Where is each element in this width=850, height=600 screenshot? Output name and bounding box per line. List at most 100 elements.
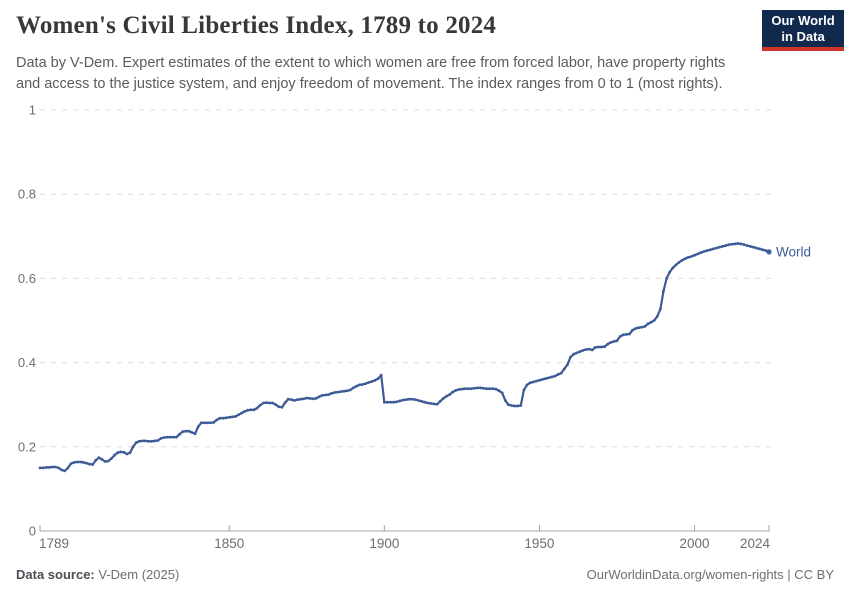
data-point (671, 266, 675, 270)
data-point (631, 328, 634, 332)
x-tick-label: 1850 (214, 536, 244, 551)
data-point (612, 340, 616, 343)
data-point (280, 405, 284, 409)
data-point (66, 466, 70, 470)
page-title: Women's Civil Liberties Index, 1789 to 2… (16, 12, 497, 39)
data-point (609, 341, 613, 344)
data-point (708, 248, 712, 252)
data-point (271, 401, 275, 405)
x-tick-label: 1950 (524, 536, 554, 551)
data-point (593, 346, 597, 349)
data-point (761, 248, 765, 252)
data-point (618, 335, 622, 338)
data-point (373, 378, 377, 382)
data-point (414, 398, 417, 401)
data-point (203, 421, 206, 425)
data-point (510, 404, 513, 407)
data-point (206, 421, 209, 425)
data-point (116, 451, 119, 455)
owid-logo-line1: Our World (771, 13, 835, 28)
x-tick-label: 2024 (740, 536, 771, 551)
data-point (119, 450, 123, 454)
data-point (749, 245, 752, 248)
data-point (355, 384, 358, 388)
data-point (507, 403, 510, 407)
data-source-label: Data source: (16, 567, 95, 582)
data-point (246, 408, 250, 412)
data-point (438, 399, 442, 403)
data-point (324, 393, 327, 397)
data-point (159, 437, 163, 440)
data-point (566, 363, 569, 367)
data-point (637, 326, 641, 330)
data-point (553, 374, 557, 378)
data-point (162, 436, 166, 439)
data-point (44, 466, 48, 469)
data-point (417, 399, 420, 402)
data-point (525, 383, 529, 387)
data-point (141, 439, 144, 443)
data-point (730, 242, 734, 246)
data-point (308, 397, 312, 400)
y-axis-label: 0.2 (18, 439, 36, 454)
data-point (522, 388, 526, 392)
data-point (150, 439, 154, 443)
data-point (196, 425, 200, 428)
data-point (181, 430, 185, 433)
data-point (134, 441, 138, 444)
data-point (665, 277, 668, 280)
data-point (491, 387, 495, 391)
data-point (128, 451, 132, 455)
data-point (293, 399, 296, 402)
data-point (109, 457, 113, 460)
data-point (497, 389, 501, 393)
data-point (476, 386, 479, 390)
data-point (683, 257, 687, 260)
data-point (382, 400, 386, 404)
data-point (330, 391, 333, 395)
data-point (659, 307, 662, 311)
data-point (587, 347, 591, 351)
data-point (327, 393, 330, 396)
data-point (91, 463, 95, 466)
data-point (153, 439, 157, 443)
data-point (541, 378, 544, 381)
data-point (649, 320, 653, 324)
data-point (218, 416, 222, 420)
data-point (401, 398, 405, 402)
data-point (479, 386, 482, 390)
data-point (361, 383, 364, 386)
chart-footer: Data source: V-Dem (2025) OurWorldinData… (0, 567, 850, 587)
data-point (584, 348, 588, 351)
data-point (448, 393, 451, 396)
end-dot (766, 249, 772, 255)
data-point (544, 377, 547, 380)
x-tick-label: 1789 (39, 536, 69, 551)
data-point (727, 243, 731, 247)
data-point (711, 247, 715, 251)
data-point (615, 339, 619, 343)
data-point (736, 242, 740, 245)
data-point (677, 261, 681, 264)
data-point (209, 421, 213, 425)
data-point (575, 351, 579, 355)
data-point (696, 252, 700, 256)
data-point (597, 345, 600, 349)
data-point (404, 398, 408, 401)
data-point (469, 387, 473, 391)
data-point (51, 465, 54, 469)
data-point (82, 461, 85, 464)
y-axis-label: 0 (29, 524, 36, 539)
data-point (283, 401, 287, 404)
data-point (249, 408, 253, 412)
data-point (234, 415, 237, 418)
license-link[interactable]: OurWorldinData.org/women-rights | CC BY (586, 567, 834, 582)
data-point (640, 325, 644, 329)
data-point (472, 386, 476, 390)
data-point (503, 399, 507, 402)
x-tick-label: 1900 (369, 536, 399, 551)
data-point (97, 456, 101, 460)
data-point (652, 319, 656, 322)
data-point (693, 253, 696, 257)
